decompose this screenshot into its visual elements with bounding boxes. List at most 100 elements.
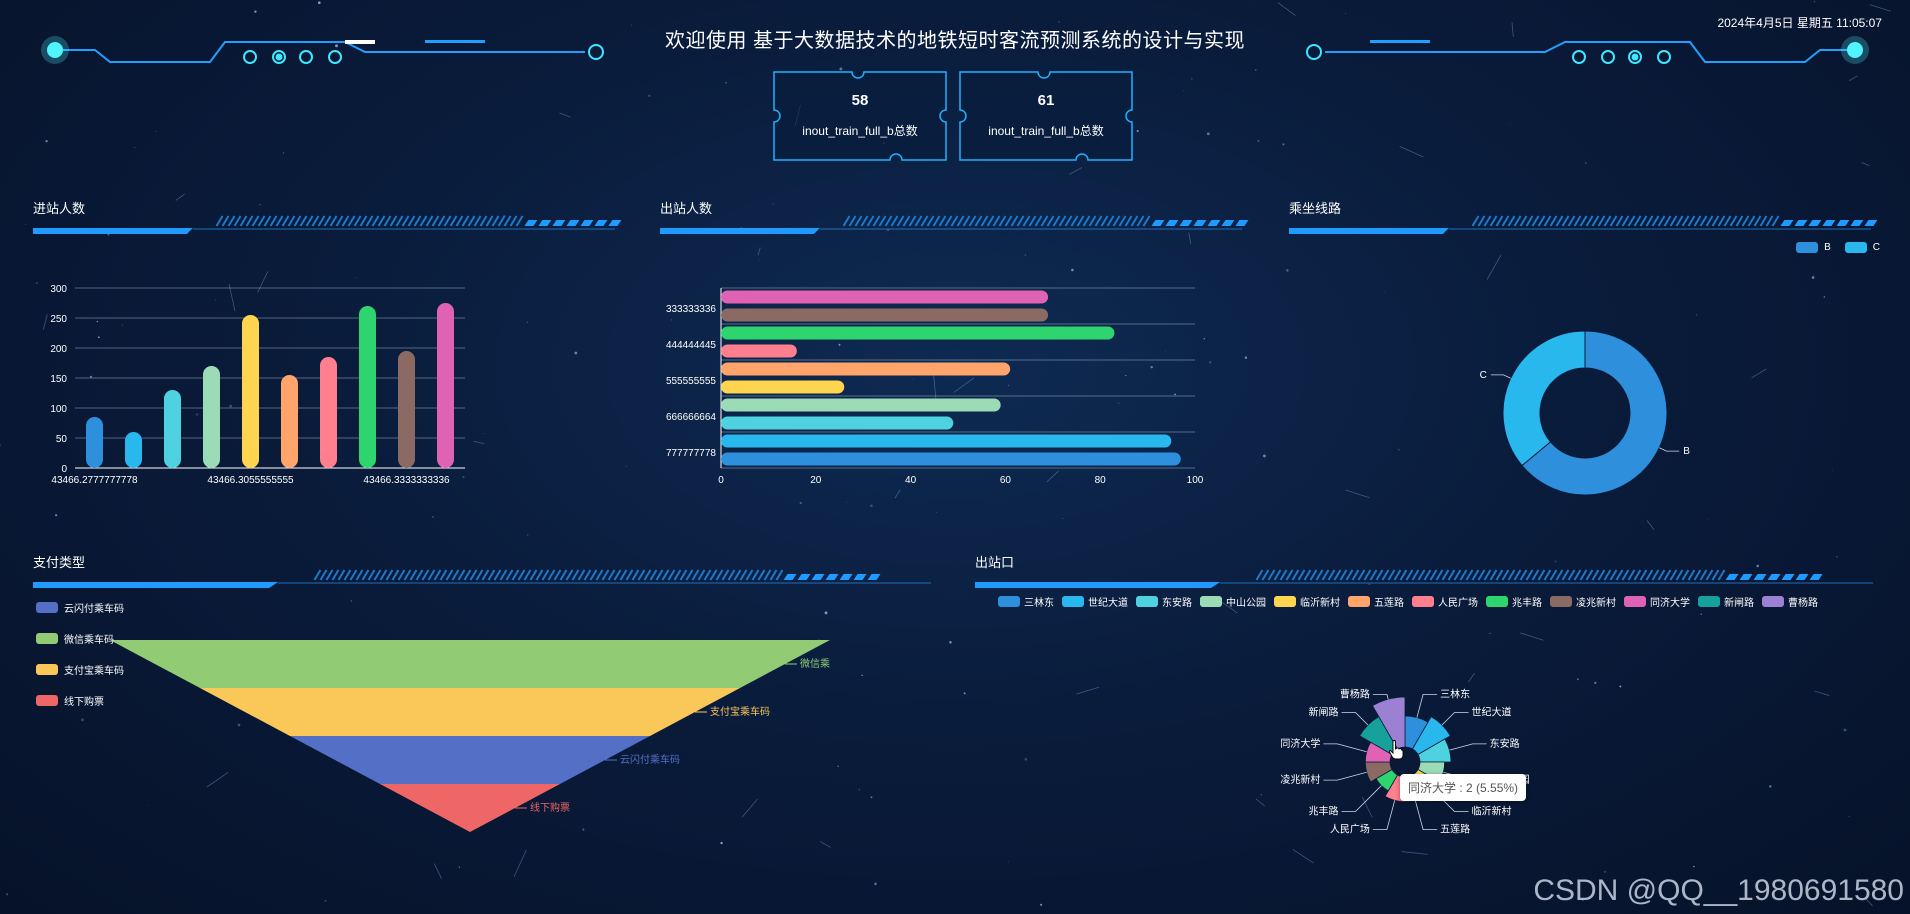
exit-gate-legend-item[interactable]: 人民广场 — [1412, 594, 1478, 609]
title-bar-stripe — [1651, 215, 1660, 227]
title-bar-stripe — [1369, 569, 1378, 581]
datetime: 2024年4月5日 星期五 11:05:07 — [1717, 16, 1882, 30]
legend-label: 兆丰路 — [1512, 598, 1542, 609]
y-tick-label: 200 — [50, 344, 67, 355]
title-bar-stripe — [1561, 569, 1570, 581]
exit-gate-legend-item[interactable]: 东安路 — [1136, 594, 1192, 609]
title-bar-stripe — [1771, 215, 1780, 227]
legend-swatch — [1698, 596, 1720, 607]
title-bar-stripe — [721, 569, 730, 581]
stat-card-2: 61 inout_train_full_b总数 — [958, 70, 1134, 162]
title-bar-stripe — [1633, 215, 1642, 227]
exit-bar — [721, 290, 1049, 304]
title-bar-stripe — [509, 215, 518, 227]
star — [35, 282, 38, 285]
rose-slice-label: 五莲路 — [1440, 823, 1470, 836]
star — [574, 351, 578, 355]
rose-label-line — [1341, 785, 1382, 812]
star — [1581, 898, 1585, 902]
title-bar-stripe — [221, 215, 230, 227]
star-streak — [1361, 796, 1373, 818]
exit-gate-legend-item[interactable]: 世纪大道 — [1062, 594, 1128, 609]
payment-legend-item[interactable]: 微信乘车码 — [36, 623, 124, 654]
entry-bar — [242, 315, 259, 468]
y-tick-label: 250 — [50, 314, 67, 325]
title-bar-chevron — [1850, 220, 1864, 226]
title-bar-stripe — [1429, 569, 1438, 581]
route-legend-item[interactable]: B — [1796, 242, 1831, 253]
route-slice-label: B — [1683, 446, 1690, 457]
exit-gate-legend-item[interactable]: 同济大学 — [1624, 594, 1690, 609]
title-bar-stripe — [896, 215, 905, 227]
title-bar-stripe — [1136, 215, 1145, 227]
title-bar-stripe — [215, 215, 224, 227]
star — [949, 641, 952, 644]
title-bar-chevron — [1207, 220, 1221, 226]
star — [936, 512, 938, 514]
title-bar-stripe — [1543, 569, 1552, 581]
title-bar-stripe — [541, 569, 550, 581]
star — [1693, 865, 1695, 868]
payment-legend-item[interactable]: 线下购票 — [36, 685, 124, 716]
payment-legend-item[interactable]: 支付宝乘车码 — [36, 654, 124, 685]
route-slice — [1502, 330, 1586, 467]
title-bar-stripe — [1705, 215, 1714, 227]
payment-legend-item[interactable]: 云闪付乘车码 — [36, 592, 124, 623]
title-bar-stripe — [1495, 215, 1504, 227]
title-bar-stripe — [499, 569, 508, 581]
exit-gate-legend-item[interactable]: 凌兆新村 — [1550, 594, 1616, 609]
title-bar-stripe — [403, 569, 412, 581]
panel-title-bar — [660, 215, 1249, 234]
exit-gate-legend-item[interactable]: 中山公园 — [1200, 594, 1266, 609]
star — [229, 404, 233, 408]
title-bar-stripe — [491, 215, 500, 227]
title-bar-stripe — [944, 215, 953, 227]
route-slice-label: C — [1480, 370, 1487, 381]
title-bar-stripe — [872, 215, 881, 227]
exit-gate-legend-item[interactable]: 五莲路 — [1348, 594, 1404, 609]
star — [527, 534, 529, 536]
title-bar-stripe — [1741, 215, 1750, 227]
route-legend-item[interactable]: C — [1844, 242, 1880, 253]
title-bar-chevron — [811, 574, 825, 580]
exit-gate-legend-item[interactable]: 曹杨路 — [1762, 594, 1818, 609]
star-streak — [175, 193, 185, 201]
exit-gate-legend-item[interactable]: 临沂新村 — [1274, 594, 1340, 609]
title-bar-stripe — [691, 569, 700, 581]
title-bar-stripe — [1495, 569, 1504, 581]
title-bar-chevron — [552, 220, 566, 226]
star-streak — [1849, 75, 1858, 82]
star — [1249, 6, 1251, 8]
star-streak — [513, 850, 527, 878]
panel-title-bar — [33, 569, 931, 588]
star — [1843, 728, 1847, 732]
title-bar-chevron — [1864, 220, 1878, 226]
title-bar-stripe — [1070, 215, 1079, 227]
stat-value: 61 — [1037, 92, 1055, 109]
exit-bar — [721, 398, 1001, 412]
title-bar-stripe — [427, 569, 436, 581]
title-bar-stripe — [1130, 215, 1139, 227]
exit-gate-legend-item[interactable]: 兆丰路 — [1486, 594, 1542, 609]
star-streak — [1486, 254, 1502, 280]
title-bar-stripe — [854, 215, 863, 227]
star — [562, 912, 563, 914]
title-bar-stripe — [365, 215, 374, 227]
title-bar-stripe — [1639, 569, 1648, 581]
title-bar-stripe — [391, 569, 400, 581]
title-bar-stripe — [1465, 569, 1474, 581]
legend-label: 东安路 — [1162, 598, 1192, 609]
title-bar-stripe — [1615, 569, 1624, 581]
title-bar-stripe — [263, 215, 272, 227]
entry-bar — [86, 417, 103, 468]
star-streak — [1188, 232, 1192, 245]
rose-label-line — [1416, 693, 1438, 718]
exit-gate-legend-item[interactable]: 新闸路 — [1698, 594, 1754, 609]
title-bar-stripe — [902, 215, 911, 227]
title-bar-stripe — [1693, 569, 1702, 581]
title-bar-stripe — [433, 569, 442, 581]
title-bar-stripe — [397, 569, 406, 581]
rose-label-line — [1449, 743, 1487, 751]
star — [526, 321, 529, 324]
exit-gate-legend-item[interactable]: 三林东 — [998, 594, 1054, 609]
